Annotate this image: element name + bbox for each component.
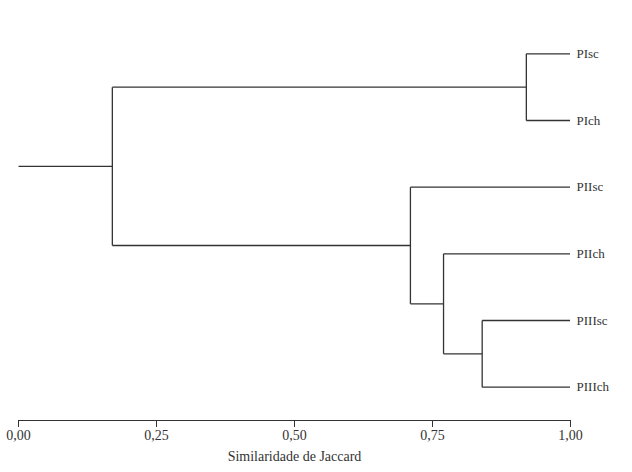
svg-text:1,00: 1,00 [558, 428, 583, 443]
svg-text:0,75: 0,75 [420, 428, 445, 443]
svg-text:PIIch: PIIch [577, 246, 606, 261]
svg-text:PIIsc: PIIsc [577, 179, 604, 194]
svg-text:PIch: PIch [577, 113, 601, 128]
svg-text:0,00: 0,00 [6, 428, 31, 443]
svg-text:PIIIsc: PIIIsc [577, 313, 608, 328]
svg-text:PIIIch: PIIIch [577, 379, 610, 394]
svg-text:PIsc: PIsc [577, 46, 600, 61]
svg-text:0,25: 0,25 [144, 428, 169, 443]
svg-text:Similaridade de Jaccard: Similaridade de Jaccard [228, 449, 362, 464]
svg-text:0,50: 0,50 [282, 428, 307, 443]
